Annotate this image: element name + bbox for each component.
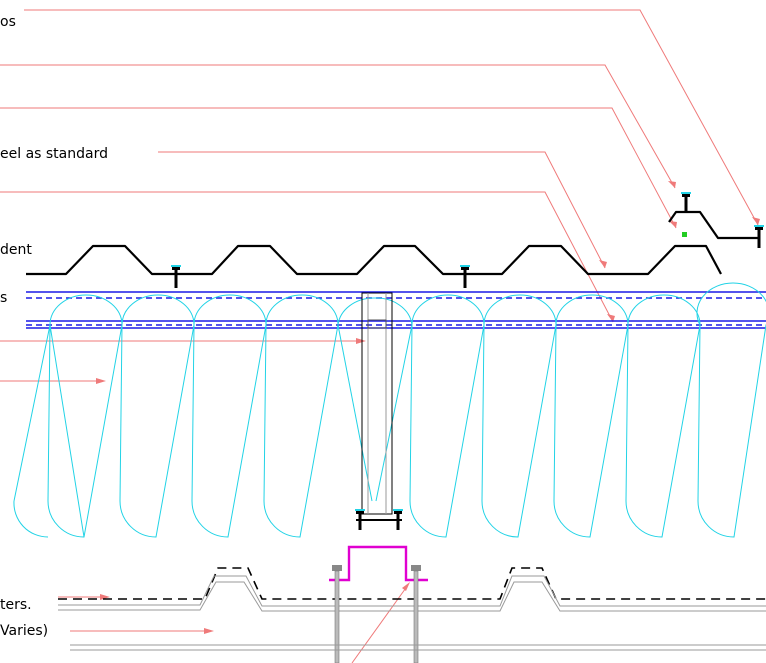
existing-liner-profile xyxy=(58,581,766,612)
insulation-loop xyxy=(375,324,413,502)
leader-line-1 xyxy=(24,9,759,226)
fixing-screws-top xyxy=(171,192,764,288)
insulation-loop xyxy=(625,294,701,538)
insulation-loop xyxy=(13,500,49,538)
leader-line-5 xyxy=(0,191,614,323)
leader-line-4 xyxy=(158,151,606,269)
existing-sheet-dashed xyxy=(58,567,766,600)
arrowhead-6 xyxy=(356,338,366,344)
label-os: os xyxy=(0,14,16,30)
insulation-loop xyxy=(337,324,373,502)
arrowhead-1 xyxy=(752,217,760,225)
screw-icon xyxy=(460,265,470,288)
screw-icon xyxy=(681,192,691,211)
arrowhead-4 xyxy=(599,260,607,268)
spacer-bracket xyxy=(355,292,403,530)
insulation-loop xyxy=(119,294,195,538)
arrowhead-10 xyxy=(402,582,410,591)
arrowhead-7 xyxy=(96,378,106,384)
leader-line-10 xyxy=(351,584,409,663)
insulation-loop xyxy=(191,294,267,538)
detail-sheet-profile xyxy=(668,210,760,240)
arrowhead-5 xyxy=(607,314,615,322)
leader-line-3 xyxy=(0,107,677,229)
arrowhead-9 xyxy=(204,628,214,634)
arrowhead-8 xyxy=(100,594,110,600)
insulation-loop xyxy=(337,297,413,326)
screw-icon xyxy=(171,265,181,288)
insulation-layer xyxy=(13,282,766,538)
green-marker-icon xyxy=(682,232,687,237)
arrowhead-3 xyxy=(669,221,677,228)
bolt-icon xyxy=(411,565,421,663)
bolts xyxy=(332,565,421,663)
leader-lines xyxy=(0,9,760,663)
labels: os eel as standard dent s ters. Varies) xyxy=(0,14,108,639)
label-ters: ters. xyxy=(0,597,32,613)
insulation-loop xyxy=(553,294,629,538)
bracket-clip xyxy=(367,319,387,329)
insulation-loop xyxy=(13,324,85,538)
existing-liner-profile xyxy=(58,575,766,607)
membrane-layers xyxy=(26,291,766,329)
label-dent: dent xyxy=(0,242,32,258)
label-varies: Varies) xyxy=(0,623,48,639)
spacer-bracket-outline xyxy=(361,292,393,515)
outer-trapezoidal-sheet xyxy=(26,244,722,276)
insulation-loop xyxy=(696,282,766,538)
insulation-loop xyxy=(263,294,339,538)
bolt-icon xyxy=(332,565,342,663)
insulation-loop xyxy=(481,294,557,538)
screw-icon xyxy=(393,509,403,530)
screw-icon xyxy=(355,509,365,530)
arrowhead-2 xyxy=(668,181,676,188)
magenta-bracket xyxy=(329,545,428,582)
screw-icon xyxy=(754,225,764,248)
leader-line-2 xyxy=(0,64,676,189)
insulation-loop xyxy=(409,294,485,538)
label-s: s xyxy=(0,290,7,306)
label-steel-standard: eel as standard xyxy=(0,146,108,162)
insulation-loop xyxy=(47,294,123,538)
